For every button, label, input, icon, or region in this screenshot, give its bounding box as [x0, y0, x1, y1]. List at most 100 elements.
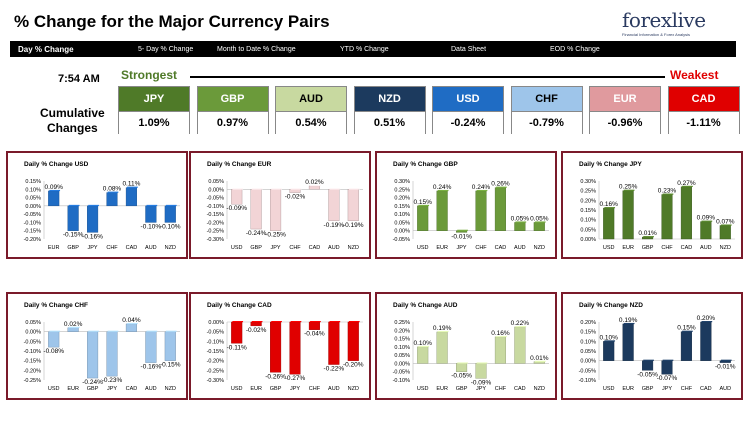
nav-ytd-change[interactable]: YTD % Change — [340, 45, 389, 53]
x-tick-label: EUR — [622, 386, 634, 392]
nav-data-sheet[interactable]: Data Sheet — [451, 45, 487, 53]
data-label: 0.04% — [122, 317, 141, 324]
y-tick-label: 0.20% — [580, 320, 596, 326]
bar — [48, 190, 60, 207]
x-tick-label: USD — [417, 386, 429, 392]
nav-bar: Day % Change 5- Day % Change Month to Da… — [10, 41, 736, 57]
chart-panel-gbp: Daily % Change GBP 0.30% 0.25% 0.20% 0.15% 0.… — [375, 151, 557, 259]
bar-top — [701, 321, 713, 323]
data-label: -0.02% — [246, 327, 267, 334]
x-tick-label: CHF — [681, 386, 693, 392]
bar-top — [496, 335, 507, 338]
bar — [456, 230, 468, 233]
chart-title: Daily % Change CHF — [24, 302, 88, 309]
bar — [642, 360, 654, 371]
nav-mtd-change[interactable]: Month to Date % Change — [217, 45, 296, 53]
bar — [231, 189, 243, 205]
data-label: -0.01% — [451, 233, 472, 240]
data-label: 0.25% — [619, 184, 638, 191]
x-tick-label: CAD — [309, 245, 321, 251]
nav-5day-change[interactable]: 5- Day % Change — [138, 45, 194, 53]
x-tick-label: NZD — [534, 386, 545, 392]
bar-top — [534, 360, 546, 362]
data-label: -0.10% — [141, 223, 162, 230]
currency-change-value: -0.96% — [590, 111, 660, 134]
x-tick-label: GBP — [642, 386, 654, 392]
bar-top — [88, 204, 99, 207]
x-tick-label: AUD — [719, 386, 731, 392]
y-tick-label: 0.00% — [25, 204, 41, 210]
y-tick-label: 0.20% — [394, 196, 410, 202]
bar — [475, 363, 487, 379]
data-label: 0.05% — [530, 215, 549, 222]
chart-gbp: Daily % Change GBP0.30%0.25%0.20%0.15%0.… — [393, 161, 549, 251]
bar-top — [146, 330, 158, 332]
x-tick-label: NZD — [165, 245, 176, 251]
bar — [533, 222, 545, 231]
bar — [622, 323, 634, 361]
bar — [680, 186, 692, 240]
y-tick-label: 0.10% — [580, 218, 596, 224]
nav-day-change[interactable]: Day % Change — [18, 44, 74, 54]
x-tick-label: USD — [48, 386, 60, 392]
data-label: -0.24% — [82, 379, 103, 386]
bar-top — [418, 345, 430, 348]
bar — [417, 346, 429, 364]
x-tick-label: AUD — [328, 386, 340, 392]
bar — [250, 321, 262, 327]
y-tick-label: -0.05% — [207, 330, 225, 336]
x-tick-label: JPY — [271, 245, 281, 251]
data-label: 0.27% — [677, 180, 696, 187]
bar-top — [49, 330, 61, 332]
forexlive-logo[interactable]: forexlive Financial Information & Forex … — [618, 8, 734, 40]
x-tick-label: CHF — [289, 245, 301, 251]
data-label: -0.05% — [637, 371, 658, 378]
data-label: 0.10% — [599, 334, 618, 341]
bar — [436, 190, 448, 231]
bar — [347, 189, 359, 221]
bar-top — [165, 204, 177, 207]
x-tick-label: USD — [417, 245, 429, 251]
bar-top — [165, 330, 177, 332]
y-tick-label: -0.15% — [24, 359, 42, 365]
x-tick-label: EUR — [67, 386, 79, 392]
bar-top — [290, 188, 302, 190]
y-tick-label: -0.10% — [207, 339, 225, 345]
y-tick-label: -0.20% — [207, 359, 225, 365]
x-tick-label: CHF — [475, 245, 487, 251]
y-tick-label: 0.00% — [580, 237, 596, 243]
data-label: -0.16% — [141, 364, 162, 371]
bar-top — [271, 188, 282, 190]
bar — [603, 341, 615, 361]
nav-eod-change[interactable]: EOD % Change — [550, 45, 600, 53]
bar-top — [329, 188, 341, 190]
bar-top — [107, 330, 119, 332]
y-tick-label: -0.20% — [207, 220, 225, 226]
bar — [328, 189, 340, 221]
data-label: 0.15% — [413, 199, 432, 206]
x-tick-label: NZD — [348, 245, 359, 251]
x-tick-label: AUD — [145, 245, 157, 251]
y-tick-label: 0.15% — [580, 330, 596, 336]
x-tick-label: EUR — [436, 245, 448, 251]
y-tick-label: -0.15% — [207, 349, 225, 355]
currency-box-cad: CAD -1.11% — [667, 86, 740, 134]
bar-top — [348, 188, 360, 190]
bar — [87, 331, 99, 379]
data-label: 0.11% — [122, 181, 140, 188]
y-tick-label: 0.20% — [580, 198, 596, 204]
chart-nzd: Daily % Change NZD0.20%0.15%0.10%0.05%0.… — [579, 302, 736, 392]
y-tick-label: 0.00% — [394, 229, 410, 235]
y-tick-label: 0.00% — [580, 359, 596, 365]
data-label: 0.24% — [433, 184, 452, 191]
y-tick-label: -0.10% — [24, 349, 42, 355]
currency-code: USD — [433, 87, 503, 111]
currency-box-usd: USD -0.24% — [432, 86, 504, 134]
data-label: 0.26% — [491, 181, 510, 188]
y-tick-label: 0.05% — [580, 227, 596, 233]
bar — [231, 321, 243, 344]
y-tick-label: -0.15% — [24, 229, 42, 235]
x-tick-label: CHF — [661, 245, 673, 251]
x-tick-label: CHF — [106, 245, 118, 251]
data-label: 0.19% — [619, 317, 638, 324]
